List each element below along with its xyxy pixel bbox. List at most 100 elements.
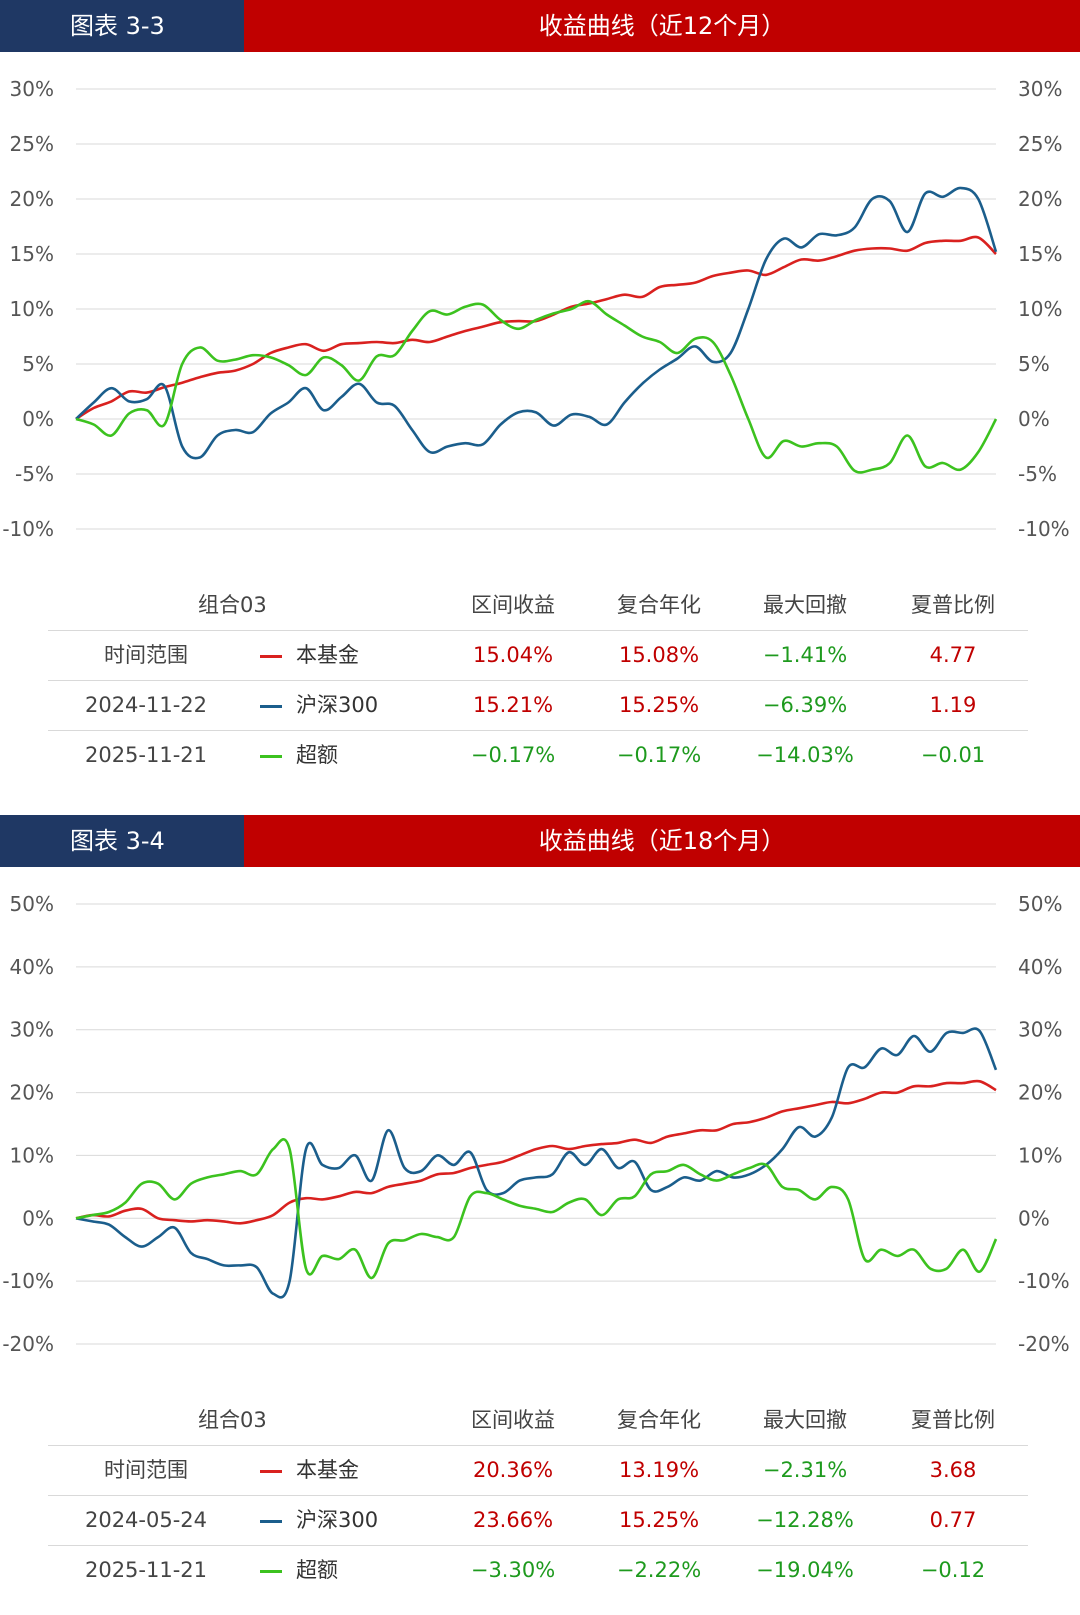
y-tick-label-right: -20%: [1018, 1332, 1070, 1356]
divider: [48, 1495, 1028, 1496]
figure-tag: 图表 3-4: [0, 815, 244, 867]
legend-swatch: [260, 654, 282, 658]
legend-entry: 沪深300: [260, 680, 460, 730]
table-cell: 3.68: [929, 1458, 977, 1482]
table-cell: 15.25%: [618, 1508, 700, 1532]
column-header: 最大回撤: [763, 593, 847, 617]
legend-swatch: [260, 1569, 282, 1573]
column-header: 最大回撤: [763, 1408, 847, 1432]
divider: [48, 630, 1028, 631]
column-header: 复合年化: [617, 1408, 701, 1432]
y-tick-label-right: 25%: [1018, 132, 1062, 156]
legend-entry: 超额: [260, 1545, 460, 1595]
legend-swatch: [260, 754, 282, 758]
legend-swatch: [260, 1469, 282, 1473]
panel-header: 图表 3-4 收益曲线（近18个月）: [0, 815, 1080, 867]
table-cell: 15.21%: [472, 693, 554, 717]
y-tick-label-left: 30%: [10, 77, 54, 101]
series-line-沪深300: [75, 186, 998, 460]
y-tick-label-left: 0%: [22, 407, 54, 431]
y-tick-label-right: 15%: [1018, 242, 1062, 266]
range-label: 时间范围: [104, 643, 188, 667]
y-tick-label-left: 10%: [10, 297, 54, 321]
table-cell: −3.30%: [470, 1558, 556, 1582]
y-tick-label-left: -5%: [15, 462, 54, 486]
range-label: 时间范围: [104, 1458, 188, 1482]
table-cell: −0.12: [920, 1558, 986, 1582]
legend-entry: 沪深300: [260, 1495, 460, 1545]
legend-label: 超额: [296, 1558, 338, 1582]
table-cell: 0.77: [929, 1508, 977, 1532]
y-tick-label-left: 30%: [10, 1018, 54, 1042]
column-header: 夏普比例: [911, 593, 995, 617]
column-header: 夏普比例: [911, 1408, 995, 1432]
divider: [48, 680, 1028, 681]
y-tick-label-right: 10%: [1018, 297, 1062, 321]
divider: [48, 1445, 1028, 1446]
column-header: 区间收益: [471, 1408, 555, 1432]
series-line-超额: [75, 299, 998, 474]
table-cell: 15.04%: [472, 643, 554, 667]
range-label: 2024-05-24: [84, 1508, 208, 1532]
table-cell: 20.36%: [472, 1458, 554, 1482]
table-cell: 4.77: [929, 643, 977, 667]
y-tick-label-right: -10%: [1018, 1269, 1070, 1293]
range-label: 2025-11-21: [84, 1558, 208, 1582]
legend-label: 沪深300: [296, 693, 379, 717]
series-line-超额: [75, 1137, 998, 1280]
y-tick-label-right: 0%: [1018, 407, 1050, 431]
table-row: 时间范围 本基金 20.36% 13.19% −2.31% 3.68: [48, 1445, 1028, 1495]
y-tick-label-right: 10%: [1018, 1143, 1062, 1167]
table-header: 组合03 区间收益 复合年化 最大回撤 夏普比例: [48, 1395, 1028, 1445]
group-label: 组合03: [198, 1408, 267, 1432]
chart-title: 收益曲线（近18个月）: [244, 815, 1080, 867]
table-cell: 15.08%: [618, 643, 700, 667]
group-label: 组合03: [198, 593, 267, 617]
table-cell: −2.22%: [616, 1558, 702, 1582]
range-label: 2024-11-22: [84, 693, 208, 717]
figure-tag: 图表 3-3: [0, 0, 244, 52]
table-cell: −0.01: [920, 743, 986, 767]
table-header: 组合03 区间收益 复合年化 最大回撤 夏普比例: [48, 580, 1028, 630]
column-header: 复合年化: [617, 593, 701, 617]
y-tick-label-left: 20%: [10, 1081, 54, 1105]
y-tick-label-right: 50%: [1018, 892, 1062, 916]
y-tick-label-left: 25%: [10, 132, 54, 156]
y-tick-label-left: 40%: [10, 955, 54, 979]
table-cell: 23.66%: [472, 1508, 554, 1532]
y-tick-label-left: -10%: [2, 1269, 54, 1293]
y-tick-label-right: 0%: [1018, 1206, 1050, 1230]
table-row: 2025-11-21 超额 −0.17% −0.17% −14.03% −0.01: [48, 730, 1028, 780]
table-row: 2025-11-21 超额 −3.30% −2.22% −19.04% −0.12: [48, 1545, 1028, 1595]
panel-header: 图表 3-3 收益曲线（近12个月）: [0, 0, 1080, 52]
y-tick-label-left: 10%: [10, 1143, 54, 1167]
table-cell: 15.25%: [618, 693, 700, 717]
line-chart: -10% -10% -5% -5% 0% 0% 5% 5% 10% 10% 15% 15% 20% 20%…: [2, 77, 1069, 541]
legend-label: 本基金: [296, 643, 359, 667]
y-tick-label-right: 20%: [1018, 1081, 1062, 1105]
y-tick-label-right: -5%: [1018, 462, 1057, 486]
y-tick-label-right: 30%: [1018, 77, 1062, 101]
chart-title: 收益曲线（近12个月）: [244, 0, 1080, 52]
y-tick-label-left: -10%: [2, 517, 54, 541]
table-cell: −12.28%: [756, 1508, 854, 1532]
series-line-本基金: [75, 235, 997, 421]
table-cell: −0.17%: [470, 743, 556, 767]
table-cell: −2.31%: [762, 1458, 848, 1482]
chart-panel: 图表 3-3 收益曲线（近12个月） -10% -10% -5% -5% 0% 0% 5% 5…: [0, 0, 1080, 800]
table-cell: 13.19%: [618, 1458, 700, 1482]
legend-entry: 超额: [260, 730, 460, 780]
divider: [48, 730, 1028, 731]
table-cell: −6.39%: [762, 693, 848, 717]
legend-label: 超额: [296, 743, 338, 767]
legend-label: 本基金: [296, 1458, 359, 1482]
legend-label: 沪深300: [296, 1508, 379, 1532]
y-tick-label-right: 40%: [1018, 955, 1062, 979]
range-label: 2025-11-21: [84, 743, 208, 767]
line-chart: -20% -20% -10% -10% 0% 0% 10% 10% 20% 20% 30% 30% 40…: [2, 892, 1070, 1356]
legend-swatch: [260, 1519, 282, 1523]
divider: [48, 1545, 1028, 1546]
series-line-本基金: [75, 1079, 997, 1225]
table-cell: 1.19: [929, 693, 977, 717]
y-tick-label-left: 20%: [10, 187, 54, 211]
